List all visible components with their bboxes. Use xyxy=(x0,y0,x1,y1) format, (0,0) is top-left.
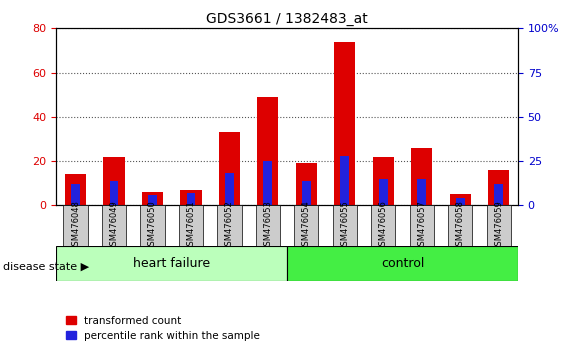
Text: GSM476048: GSM476048 xyxy=(71,200,80,251)
Text: GSM476052: GSM476052 xyxy=(225,200,234,251)
Bar xyxy=(56,246,287,281)
Bar xyxy=(450,194,471,205)
Bar xyxy=(186,193,195,205)
Bar xyxy=(456,198,464,205)
Bar xyxy=(65,175,86,205)
Bar xyxy=(296,163,317,205)
Text: GSM476057: GSM476057 xyxy=(417,200,426,251)
Bar xyxy=(341,156,349,205)
Bar xyxy=(219,132,240,205)
Bar xyxy=(417,179,426,205)
Bar xyxy=(256,205,280,246)
Bar xyxy=(302,181,311,205)
Bar xyxy=(142,192,163,205)
Text: GSM476058: GSM476058 xyxy=(456,200,464,251)
Bar xyxy=(294,205,319,246)
Text: GSM476053: GSM476053 xyxy=(263,200,272,251)
Bar xyxy=(102,205,126,246)
Text: GSM476049: GSM476049 xyxy=(110,200,118,251)
Text: GSM476051: GSM476051 xyxy=(186,200,195,251)
Bar xyxy=(225,173,234,205)
Bar xyxy=(140,205,164,246)
Text: GSM476059: GSM476059 xyxy=(494,200,503,251)
Bar xyxy=(287,246,518,281)
Text: GSM476055: GSM476055 xyxy=(341,200,349,251)
Bar xyxy=(334,42,355,205)
Bar xyxy=(180,190,202,205)
Bar xyxy=(71,184,80,205)
Text: GSM476050: GSM476050 xyxy=(148,200,157,251)
Bar xyxy=(488,170,510,205)
Bar xyxy=(64,205,88,246)
Bar xyxy=(486,205,511,246)
Bar xyxy=(379,179,388,205)
Bar xyxy=(494,184,503,205)
Bar xyxy=(410,205,434,246)
Bar xyxy=(448,205,472,246)
Text: heart failure: heart failure xyxy=(133,257,210,270)
Bar xyxy=(411,148,432,205)
Title: GDS3661 / 1382483_at: GDS3661 / 1382483_at xyxy=(206,12,368,26)
Bar xyxy=(371,205,395,246)
Text: disease state ▶: disease state ▶ xyxy=(3,261,89,271)
Bar xyxy=(179,205,203,246)
Bar xyxy=(217,205,242,246)
Bar xyxy=(104,156,124,205)
Text: control: control xyxy=(381,257,425,270)
Bar xyxy=(263,161,272,205)
Bar xyxy=(257,97,279,205)
Legend: transformed count, percentile rank within the sample: transformed count, percentile rank withi… xyxy=(61,312,265,345)
Bar xyxy=(148,195,157,205)
Bar xyxy=(333,205,357,246)
Bar xyxy=(110,181,118,205)
Text: GSM476056: GSM476056 xyxy=(379,200,388,251)
Bar xyxy=(373,156,394,205)
Text: GSM476054: GSM476054 xyxy=(302,200,311,251)
